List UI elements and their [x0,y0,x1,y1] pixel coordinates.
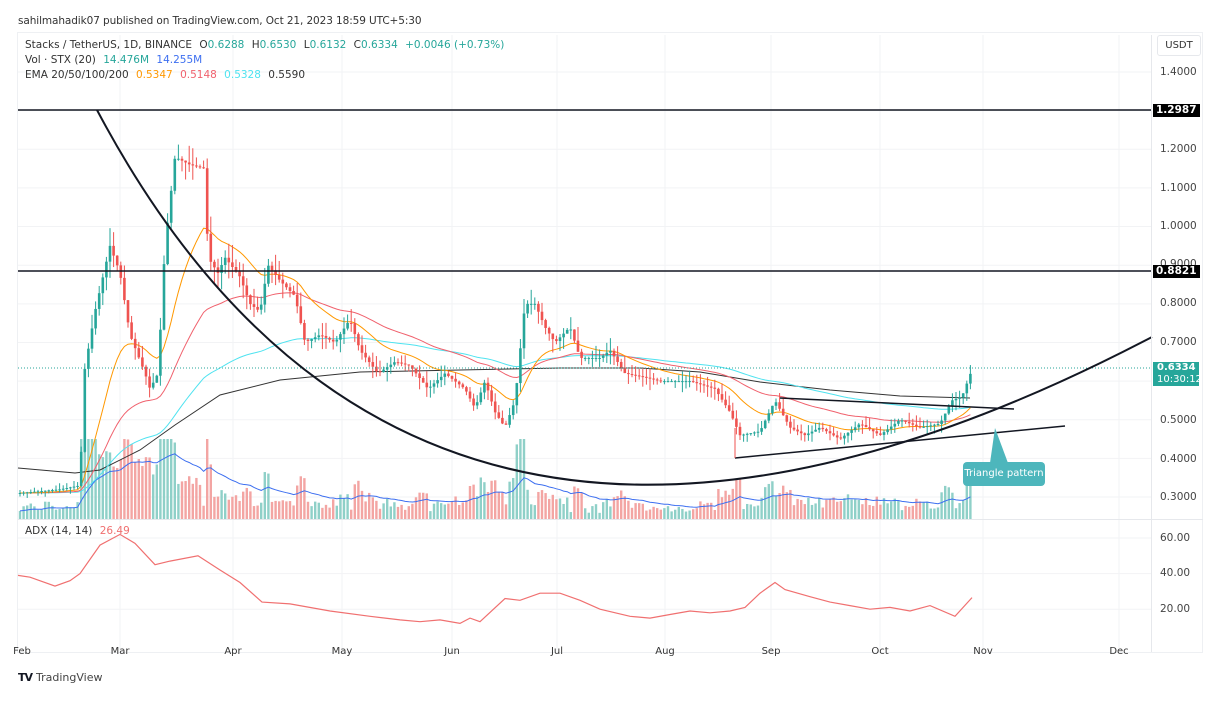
month-label: Apr [224,646,242,657]
month-label: Mar [110,646,130,657]
price-tick: 1.4000 [1160,66,1197,78]
publisher-info: sahilmahadik07 published on TradingView.… [18,15,422,27]
price-tick: 0.3000 [1160,491,1197,503]
triangle-pattern-callout: Triangle pattern [963,462,1045,486]
low-value: 0.6132 [309,39,347,51]
triangle-lower-trendline [734,425,1066,459]
grid-lines [18,35,1151,650]
rounding-bottom-curve [96,109,1153,486]
callout-pointer [990,428,1008,463]
month-label: Dec [1109,646,1129,657]
ema100-line [20,337,971,494]
volume-ma-value: 14.255M [156,54,203,66]
adx-tick: 40.00 [1160,567,1191,579]
month-label: May [331,646,353,657]
tradingview-footer: TV TradingView [18,671,103,684]
price-tick: 0.5000 [1160,414,1197,426]
adx-line [17,533,973,625]
volume-bars [18,439,972,519]
month-label: Nov [973,646,993,657]
triangle-upper-trendline [779,397,1015,410]
month-label: Jun [444,646,460,657]
adx-tick: 60.00 [1160,532,1191,544]
price-tick: 0.4000 [1160,453,1197,465]
month-label: Jul [550,646,564,657]
volume-label[interactable]: Vol · STX (20) [25,54,96,66]
change-value: +0.0046 (+0.73%) [405,39,505,51]
brand-name: TradingView [36,671,103,684]
volume-ma-line [19,453,971,512]
month-label: Sep [761,646,781,657]
close-value: 0.6334 [361,39,398,51]
ema-label[interactable]: EMA 20/50/100/200 [25,69,129,81]
adx-legend[interactable]: ADX (14, 14) 26.49 [25,525,130,537]
symbol-legend: Stacks / TetherUS, 1D, BINANCE O0.6288 H… [25,39,505,81]
chart-frame [17,32,1203,653]
candlesticks [18,144,972,498]
ema200-value: 0.5590 [268,69,306,81]
resistance-tag-2: 0.8821 [1153,265,1200,278]
price-tick: 1.0000 [1160,220,1197,232]
ema20-value: 0.5347 [135,69,173,81]
price-tick: 0.7000 [1160,336,1197,348]
price-tick: 0.8000 [1160,297,1197,309]
resistance-tag-1: 1.2987 [1153,104,1200,117]
price-tick: 1.2000 [1160,143,1197,155]
month-label: Feb [13,646,31,657]
price-tick: 1.1000 [1160,182,1197,194]
ema50-value: 0.5148 [180,69,217,81]
adx-value: 26.49 [99,525,130,537]
month-label: Oct [871,646,889,657]
current-price-tag: 0.6334 10:30:12 [1153,362,1202,386]
currency-button[interactable]: USDT [1157,35,1201,56]
adx-tick: 20.00 [1160,603,1191,615]
adx-label: ADX (14, 14) [25,525,93,537]
volume-value: 14.476M [103,54,150,66]
month-label: Aug [655,646,675,657]
ema20-line [20,227,971,494]
ema100-value: 0.5328 [224,69,261,81]
open-value: 0.6288 [207,39,245,51]
high-value: 0.6530 [259,39,297,51]
tradingview-logo-icon: TV [18,671,33,684]
symbol-name[interactable]: Stacks / TetherUS, 1D, BINANCE [25,39,193,51]
bar-countdown: 10:30:12 [1157,374,1202,385]
